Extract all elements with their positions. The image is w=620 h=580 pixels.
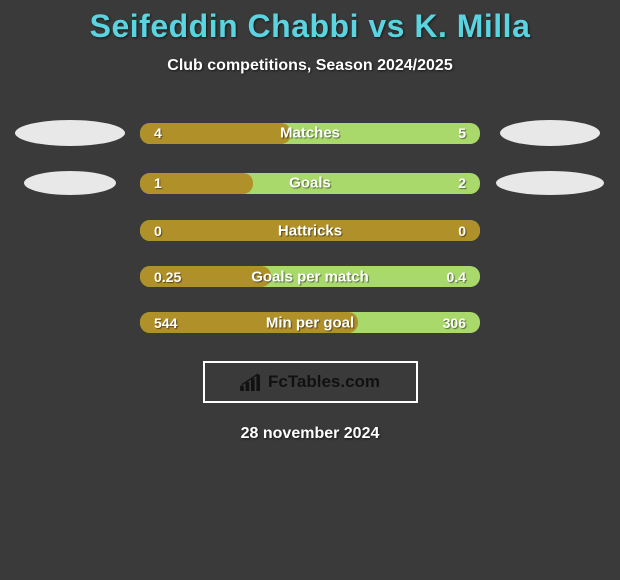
attribution-text: FcTables.com [268,372,380,392]
player-right-marker [496,171,604,195]
stat-bar: 0.25 Goals per match 0.4 [140,266,480,287]
stat-value-right: 5 [458,125,466,141]
stat-row: 1 Goals 2 [0,171,620,195]
stat-value-left: 0.25 [154,269,181,285]
bar-chart-icon [240,373,262,391]
stat-value-right: 0.4 [447,269,466,285]
stat-value-right: 0 [458,223,466,239]
stat-bar: 4 Matches 5 [140,123,480,144]
stat-row: 4 Matches 5 [0,120,620,146]
left-ellipse-slot [10,171,130,195]
stat-label: Min per goal [266,314,354,331]
stat-value-left: 1 [154,175,162,191]
stat-row: 0 Hattricks 0 [0,220,620,241]
stat-label: Goals [289,175,331,192]
player-left-marker [15,120,125,146]
stat-value-left: 0 [154,223,162,239]
stat-bar: 1 Goals 2 [140,173,480,194]
player-right-marker [500,120,600,146]
right-ellipse-slot [490,171,610,195]
left-ellipse-slot [10,120,130,146]
attribution-box: FcTables.com [203,361,418,403]
stat-value-right: 306 [443,315,466,331]
stat-row: 0.25 Goals per match 0.4 [0,266,620,287]
comparison-infographic: Seifeddin Chabbi vs K. Milla Club compet… [0,0,620,443]
stat-bar-left-fill [140,123,291,144]
stat-row: 544 Min per goal 306 [0,312,620,333]
stat-value-left: 4 [154,125,162,141]
subtitle: Club competitions, Season 2024/2025 [0,57,620,75]
date-line: 28 november 2024 [0,425,620,443]
right-ellipse-slot [490,120,610,146]
stat-label: Goals per match [251,268,369,285]
stats-chart: 4 Matches 5 1 Goals 2 0 Hattricks 0 0.25 Goals per… [0,120,620,333]
stat-label: Hattricks [278,222,342,239]
stat-bar: 544 Min per goal 306 [140,312,480,333]
player-left-marker [24,171,116,195]
stat-bar: 0 Hattricks 0 [140,220,480,241]
stat-value-left: 544 [154,315,177,331]
stat-label: Matches [280,125,340,142]
stat-value-right: 2 [458,175,466,191]
page-title: Seifeddin Chabbi vs K. Milla [0,8,620,45]
